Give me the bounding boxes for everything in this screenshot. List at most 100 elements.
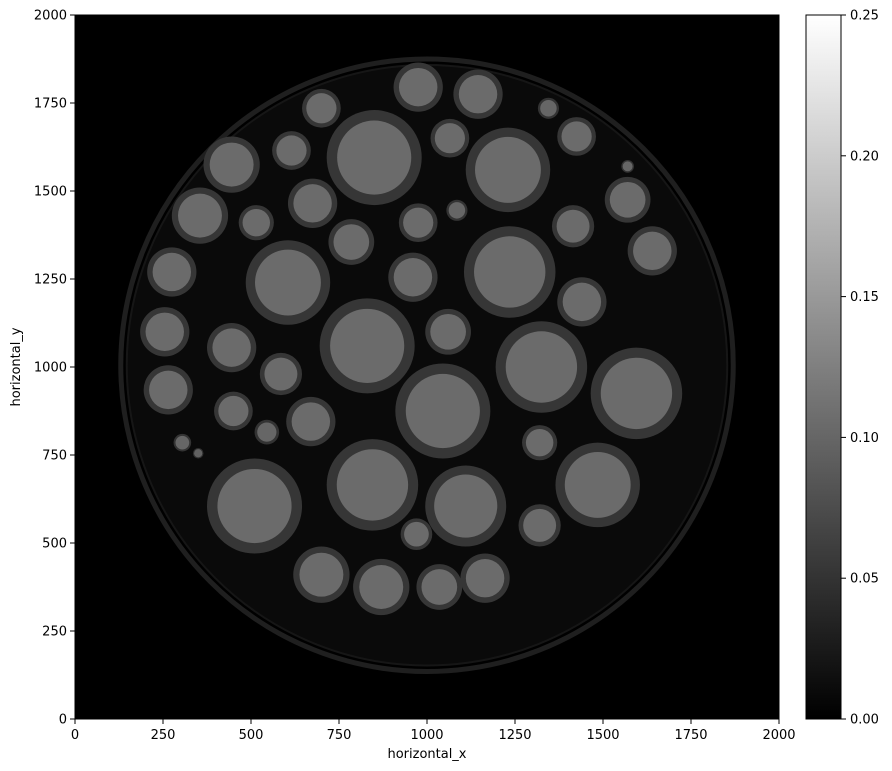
particle: [590, 347, 683, 440]
y-tick-label: 2000: [34, 9, 67, 24]
particle: [214, 391, 253, 431]
particle: [207, 458, 303, 554]
particle-core: [448, 202, 466, 219]
particle: [446, 199, 468, 221]
colorbar-tick-label: 0.00: [850, 713, 879, 728]
particle-core: [434, 474, 498, 538]
particle-core: [276, 135, 307, 166]
particle: [328, 219, 375, 265]
particle-core: [622, 161, 633, 172]
particle-core: [600, 357, 673, 430]
particle-core: [299, 552, 344, 597]
particle-core: [562, 282, 602, 322]
particle-core: [609, 181, 646, 218]
particle: [537, 97, 559, 119]
particle-core: [242, 208, 271, 237]
particle: [463, 226, 556, 318]
x-tick-label: 750: [327, 728, 352, 743]
particle-core: [475, 136, 541, 203]
particle: [286, 396, 336, 447]
y-tick-label: 1250: [34, 273, 67, 288]
particle: [522, 425, 558, 461]
particle: [416, 564, 463, 610]
colorbar-tick-label: 0.25: [850, 9, 879, 24]
particle-core: [217, 468, 292, 544]
particle-core: [525, 428, 554, 457]
particle-core: [149, 370, 188, 410]
colorbar-ticks: 0.00 0.05 0.10 0.15 0.20 0.25: [841, 9, 879, 728]
particle: [147, 247, 197, 297]
particle-core: [421, 569, 458, 605]
particle: [395, 363, 491, 459]
particle-core: [336, 449, 409, 521]
particle: [326, 110, 422, 206]
colorbar-tick-label: 0.20: [850, 149, 879, 164]
particle: [245, 240, 331, 325]
particle-core: [505, 331, 578, 403]
y-axis-label: horizontal_y: [9, 327, 24, 406]
particle-core: [404, 521, 429, 547]
particle: [621, 160, 634, 173]
particle-core: [458, 74, 498, 114]
y-tick-label: 500: [42, 537, 67, 552]
particle: [430, 118, 470, 158]
particle: [302, 88, 341, 128]
colorbar-gradient: [805, 14, 842, 720]
x-axis-label: horizontal_x: [387, 747, 466, 762]
particle-core: [465, 558, 505, 598]
particle: [460, 553, 510, 603]
colorbar-tick-label: 0.05: [850, 572, 879, 587]
x-tick-label: 1000: [410, 728, 443, 743]
particle: [393, 62, 443, 112]
particle: [238, 205, 274, 241]
y-tick-label: 1000: [34, 361, 67, 376]
particle: [627, 226, 677, 276]
particle-core: [359, 565, 404, 609]
particle: [140, 307, 190, 357]
heatmap-plot: [74, 14, 780, 720]
particle-core: [152, 252, 192, 292]
particle: [398, 203, 438, 243]
particle-core: [633, 231, 672, 271]
particle: [388, 252, 438, 302]
y-tick-label: 250: [42, 625, 67, 640]
particle: [207, 323, 257, 373]
particle: [400, 518, 433, 551]
particle: [465, 127, 551, 213]
particle-core: [556, 209, 590, 243]
particle: [557, 277, 607, 327]
x-tick-label: 1250: [498, 728, 531, 743]
particle: [453, 69, 503, 119]
particle: [293, 546, 350, 603]
colorbar-tick-label: 0.15: [850, 290, 879, 305]
particle: [551, 205, 595, 248]
particle: [259, 352, 303, 396]
particle-core: [474, 236, 546, 308]
particle: [192, 447, 204, 459]
particle-core: [333, 224, 370, 260]
particle-core: [393, 258, 433, 297]
particle: [319, 298, 415, 394]
particle-core: [430, 313, 466, 350]
particle: [425, 465, 507, 547]
particle-core: [291, 402, 331, 441]
particle-core: [337, 120, 412, 195]
y-tick-label: 0: [59, 713, 67, 728]
particle-core: [564, 451, 631, 518]
particle: [173, 433, 192, 452]
particle: [353, 558, 410, 616]
particle-core: [540, 100, 557, 117]
x-tick-label: 2000: [762, 728, 795, 743]
particle-core: [264, 357, 298, 391]
particle: [171, 187, 229, 244]
particle: [557, 117, 596, 156]
x-tick-label: 250: [151, 728, 176, 743]
y-axis: 0 250 500 750 1000 1250 1500 1750 2000: [34, 9, 75, 728]
particle: [254, 419, 280, 445]
x-tick-label: 500: [239, 728, 264, 743]
particle-core: [434, 123, 465, 154]
particle-core: [257, 422, 277, 442]
particle-core: [306, 93, 337, 124]
particle-core: [403, 207, 434, 238]
particle: [425, 308, 471, 355]
